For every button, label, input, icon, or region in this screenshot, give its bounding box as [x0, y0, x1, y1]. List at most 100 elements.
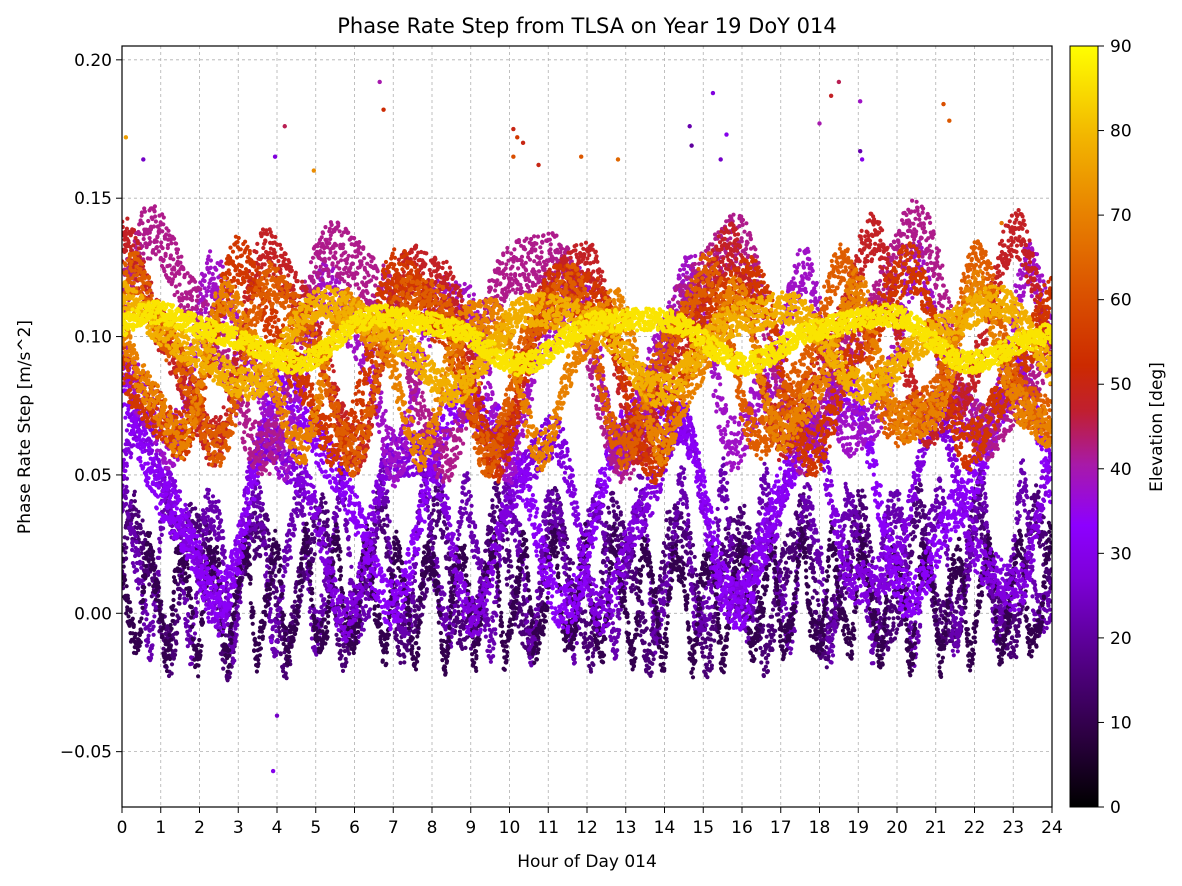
scatter-point: [385, 489, 390, 494]
scatter-point: [864, 506, 869, 511]
scatter-point: [381, 517, 386, 522]
scatter-point: [574, 641, 579, 646]
scatter-point: [692, 554, 697, 560]
scatter-point: [125, 489, 130, 494]
scatter-point: [508, 559, 513, 564]
scatter-point: [591, 651, 596, 656]
scatter-point: [811, 565, 816, 570]
scatter-point: [700, 650, 705, 655]
scatter-point: [227, 675, 232, 680]
scatter-point: [469, 530, 474, 535]
scatter-point: [419, 483, 424, 488]
scatter-point: [312, 536, 317, 541]
scatter-point: [708, 643, 713, 648]
scatter-point: [537, 580, 542, 585]
scatter-point: [136, 509, 141, 514]
scatter-point: [325, 509, 330, 514]
scatter-point: [396, 648, 402, 653]
scatter-point: [1016, 633, 1022, 638]
scatter-point: [1036, 490, 1041, 495]
scatter-point: [321, 495, 326, 500]
scatter-point: [135, 568, 140, 573]
scatter-point: [307, 609, 312, 614]
scatter-point: [136, 514, 141, 519]
scatter-point: [555, 493, 561, 498]
scatter-point: [616, 516, 621, 521]
scatter-point: [185, 619, 190, 624]
scatter-point: [257, 485, 262, 490]
scatter-point: [585, 649, 591, 654]
scatter-point: [765, 669, 771, 674]
scatter-point: [292, 527, 297, 532]
scatter-point: [144, 617, 149, 622]
scatter-point: [578, 607, 583, 612]
scatter-point: [349, 564, 354, 569]
scatter-point: [290, 519, 295, 524]
scatter-point: [866, 527, 871, 532]
scatter-point: [220, 544, 225, 549]
scatter-point: [233, 639, 238, 644]
scatter-point: [679, 515, 684, 520]
scatter-point: [540, 551, 545, 556]
scatter-point: [291, 531, 296, 536]
scatter-point: [185, 597, 190, 602]
scatter-point: [385, 499, 391, 504]
scatter-point: [937, 598, 942, 603]
scatter-point: [793, 550, 798, 555]
scatter-point: [435, 564, 440, 569]
scatter-point: [175, 631, 180, 636]
scatter-point: [263, 552, 268, 557]
scatter-point: [347, 651, 352, 656]
scatter-point: [783, 542, 788, 547]
scatter-point: [554, 524, 559, 529]
scatter-point: [482, 627, 487, 633]
scatter-point: [614, 500, 619, 505]
scatter-point: [890, 627, 895, 632]
scatter-point: [912, 520, 917, 525]
scatter-point: [891, 624, 896, 629]
scatter-point: [337, 507, 342, 512]
scatter-point: [300, 584, 305, 589]
scatter-point: [721, 544, 727, 549]
scatter-point: [773, 628, 778, 634]
scatter-point: [146, 633, 151, 638]
scatter-point: [220, 529, 225, 534]
scatter-point: [368, 607, 373, 612]
scatter-point: [388, 545, 393, 551]
scatter-point: [765, 660, 770, 665]
scatter-point: [694, 573, 700, 578]
scatter-point: [270, 634, 275, 639]
scatter-point: [274, 649, 280, 654]
scatter-point: [492, 509, 497, 514]
scatter-point: [194, 521, 199, 527]
scatter-point: [1016, 629, 1021, 635]
scatter-point: [919, 488, 924, 493]
scatter-point: [939, 620, 944, 625]
chart-title: Phase Rate Step from TLSA on Year 19 DoY…: [337, 14, 837, 38]
scatter-point: [535, 588, 540, 594]
scatter-point: [863, 515, 869, 520]
scatter-point: [122, 586, 126, 591]
scatter-point: [334, 514, 340, 519]
scatter-point: [275, 639, 280, 645]
scatter-point: [442, 592, 447, 597]
scatter-point: [420, 612, 425, 617]
scatter-point: [287, 537, 292, 542]
scatter-point: [217, 511, 222, 516]
scatter-point: [815, 598, 820, 603]
scatter-point: [842, 596, 848, 601]
scatter-point: [273, 595, 278, 600]
scatter-point: [371, 550, 376, 555]
scatter-point: [188, 501, 193, 506]
scatter-point: [439, 585, 444, 590]
scatter-point: [490, 498, 495, 503]
scatter-point: [622, 525, 627, 530]
scatter-point: [772, 638, 777, 643]
scatter-point: [325, 517, 330, 522]
scatter-point: [136, 552, 142, 557]
scatter-point: [375, 527, 380, 532]
scatter-point: [458, 632, 463, 637]
scatter-point: [373, 539, 378, 545]
scatter-point: [462, 506, 467, 511]
scatter-point: [334, 632, 339, 638]
